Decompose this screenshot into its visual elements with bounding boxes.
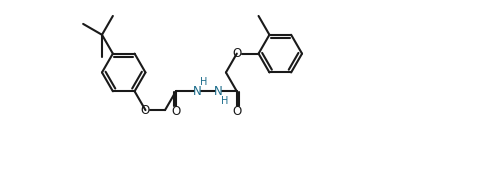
Text: O: O xyxy=(232,106,242,119)
Text: H: H xyxy=(221,96,228,106)
Text: O: O xyxy=(232,47,242,60)
Text: H: H xyxy=(200,77,207,87)
Text: O: O xyxy=(141,104,150,117)
Text: N: N xyxy=(214,85,223,98)
Text: O: O xyxy=(171,106,181,119)
Text: N: N xyxy=(193,85,202,98)
